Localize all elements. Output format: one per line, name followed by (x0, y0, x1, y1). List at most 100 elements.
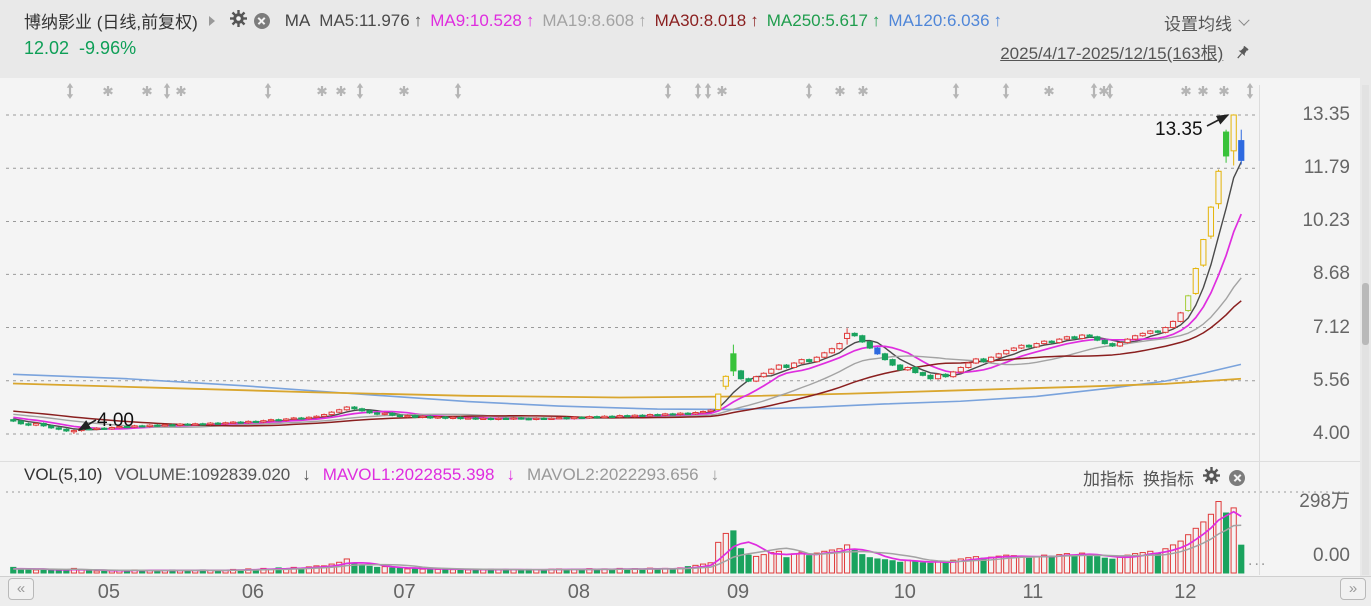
last-price: 12.02 (24, 38, 70, 58)
month-label-07: 07 (393, 581, 416, 603)
indicator-group-label: MA (284, 10, 311, 30)
price-axis-label: 4.00 (1313, 423, 1350, 444)
set-ma-button[interactable]: 设置均线 (1164, 10, 1250, 35)
pin-icon[interactable] (1234, 45, 1250, 66)
star-icon[interactable] (835, 86, 845, 96)
month-label-09: 09 (726, 581, 750, 603)
volume-value-label: VOLUME:1092839.020 (114, 465, 291, 484)
updown-arrow-icon[interactable] (694, 83, 702, 99)
star-icon[interactable] (1044, 86, 1054, 96)
ma-legend-item-0: MA5:11.976 ↑ (319, 11, 422, 31)
add-indicator-button[interactable]: 加指标 (1083, 470, 1134, 489)
ma-legend-value: MA19:8.608 (542, 10, 635, 30)
volume-bars (10, 501, 1245, 574)
star-icon[interactable] (176, 86, 186, 96)
time-axis-bar (0, 576, 1371, 606)
ma-legend-value: MA9:10.528 (430, 10, 522, 30)
star-icon[interactable] (1219, 86, 1229, 96)
star-icon[interactable] (858, 86, 868, 96)
updown-arrow-icon[interactable] (805, 83, 813, 99)
updown-arrow-icon[interactable] (1002, 83, 1010, 99)
star-icon[interactable] (1181, 86, 1191, 96)
close-indicator-icon[interactable] (253, 12, 270, 29)
star-icon[interactable] (1099, 86, 1109, 96)
mavol1-down-arrow: ↓ (506, 465, 515, 484)
up-arrow-icon: ↑ (750, 10, 759, 30)
updown-arrow-icon[interactable] (66, 83, 74, 99)
price-axis-label: 5.56 (1313, 369, 1350, 391)
up-arrow-icon: ↑ (871, 10, 881, 30)
month-label-05: 05 (97, 581, 121, 603)
candles[interactable] (10, 114, 1245, 434)
gear-icon[interactable] (1203, 466, 1220, 489)
star-icon[interactable] (142, 86, 152, 96)
chevron-down-icon (1238, 14, 1250, 26)
switch-indicator-button[interactable]: 换指标 (1143, 470, 1194, 489)
updown-arrow-icon[interactable] (1246, 83, 1254, 99)
ma-line-ma30 (13, 300, 1242, 427)
scroll-left-button[interactable]: « (8, 578, 34, 600)
up-arrow-icon: ↑ (993, 10, 1003, 30)
mavol-line-mavol2 (13, 524, 1242, 572)
ma-line-ma250 (12, 377, 1242, 399)
date-range-wrap: 2025/4/17-2025/12/15(163根) (0, 39, 1250, 66)
updown-arrow-icon[interactable] (1090, 83, 1098, 99)
updown-arrow-icon[interactable] (1106, 83, 1114, 99)
month-label-06: 06 (241, 581, 265, 603)
month-label-10: 10 (893, 581, 916, 603)
mavol2-down-arrow: ↓ (710, 465, 720, 484)
volume-axis-label: 298万 (1299, 491, 1350, 512)
close-volume-icon[interactable] (1229, 469, 1245, 486)
star-icon[interactable] (103, 86, 113, 96)
chart-plot-background (0, 78, 1360, 576)
month-label-11: 11 (1022, 581, 1044, 603)
scrollbar-thumb[interactable] (1362, 283, 1369, 345)
ma-legend-value: MA250:5.617 (766, 10, 868, 30)
updown-arrow-icon[interactable] (952, 83, 960, 99)
indicator-actions: 加指标 换指标 (1083, 465, 1245, 490)
ma-legend-value: MA120:6.036 (888, 10, 990, 30)
updown-arrow-icon[interactable] (704, 83, 712, 99)
ma-legend-item-1: MA9:10.528 ↑ (430, 11, 534, 31)
up-arrow-icon: ↑ (525, 10, 535, 30)
updown-arrow-icon[interactable] (664, 83, 672, 99)
expand-arrow-icon[interactable] (208, 15, 215, 26)
gridlines (6, 114, 1345, 493)
price-axis-label: 8.68 (1313, 263, 1350, 285)
low-annotation: 4.00 (97, 410, 134, 431)
star-icon[interactable] (336, 86, 346, 96)
event-markers (66, 83, 1254, 99)
volume-header: VOL(5,10) VOLUME:1092839.020 ↓ MAVOL1:20… (24, 465, 719, 485)
month-label-08: 08 (567, 581, 590, 603)
volume-axis-label: 0.00 (1313, 545, 1350, 566)
star-icon[interactable] (1198, 86, 1208, 96)
updown-arrow-icon[interactable] (356, 83, 364, 99)
month-label-12: 12 (1174, 581, 1197, 603)
star-icon[interactable] (317, 86, 327, 96)
star-icon[interactable] (717, 86, 727, 96)
mavol1-label: MAVOL1:2022855.398 (322, 465, 495, 484)
volume-down-arrow: ↓ (302, 465, 311, 484)
separators (0, 85, 1360, 575)
updown-arrow-icon[interactable] (264, 83, 272, 99)
price-change-row: 12.02 -9.96% (24, 38, 136, 59)
price-axis-label: 10.23 (1302, 210, 1350, 232)
ma-legend: MA5:11.976 ↑ MA9:10.528 ↑ MA19:8.608 ↑ MA30:8.… (319, 11, 1002, 31)
ma-line-ma19 (13, 277, 1242, 428)
ma-legend-item-5: MA120:6.036 ↑ (888, 11, 1002, 31)
up-arrow-icon: ↑ (413, 10, 423, 30)
gear-icon[interactable] (229, 9, 247, 32)
mavol2-label: MAVOL2:2022293.656 (526, 465, 699, 484)
date-range-link[interactable]: 2025/4/17-2025/12/15(163根) (1000, 44, 1224, 63)
ma-legend-item-4: MA250:5.617 ↑ (767, 11, 881, 31)
price-axis-label: 13.35 (1302, 104, 1350, 125)
updown-arrow-icon[interactable] (454, 83, 462, 99)
change-percent: -9.96% (79, 38, 137, 58)
high-annotation: 13.35 (1155, 119, 1203, 140)
star-icon[interactable] (399, 86, 409, 96)
scroll-right-button[interactable]: » (1340, 578, 1366, 600)
page-title: 博纳影业 (日线,前复权) (24, 13, 198, 32)
ma-legend-value: MA30:8.018 (654, 10, 747, 30)
updown-arrow-icon[interactable] (163, 83, 171, 99)
